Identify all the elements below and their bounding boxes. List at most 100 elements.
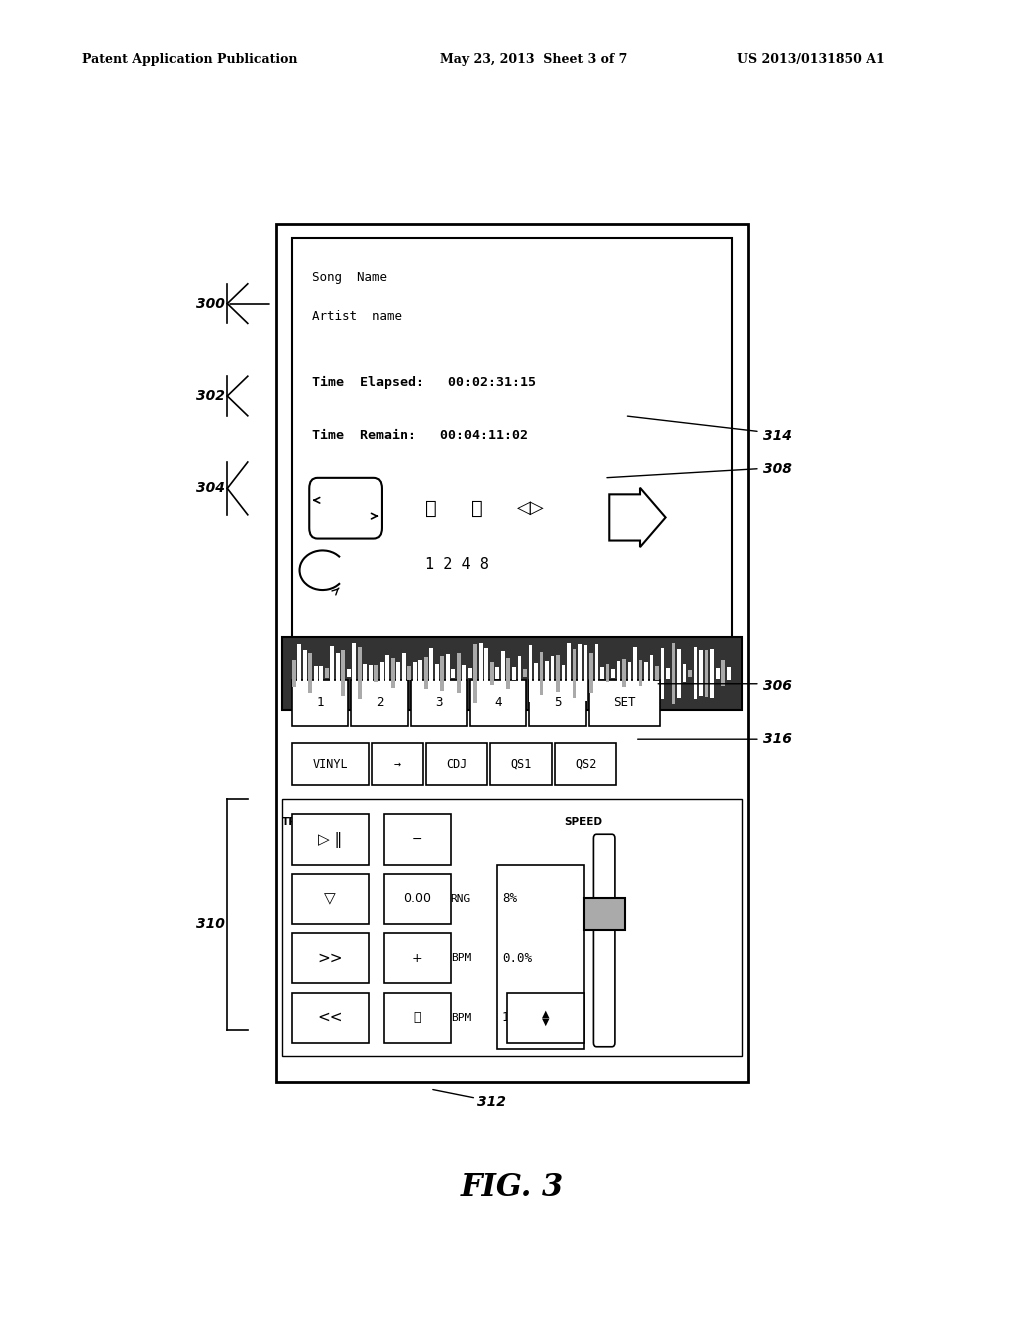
- FancyBboxPatch shape: [594, 834, 615, 1047]
- Text: ⏭: ⏭: [471, 499, 482, 517]
- Text: 4: 4: [495, 697, 502, 709]
- Text: 302: 302: [197, 389, 225, 403]
- Bar: [711, 648, 714, 698]
- Bar: [578, 644, 582, 702]
- Bar: [699, 651, 703, 696]
- Bar: [364, 664, 368, 682]
- FancyBboxPatch shape: [497, 865, 584, 1049]
- FancyBboxPatch shape: [292, 238, 732, 640]
- FancyBboxPatch shape: [589, 680, 660, 726]
- Bar: [567, 643, 571, 704]
- Bar: [667, 668, 670, 678]
- Bar: [352, 643, 356, 704]
- Bar: [391, 657, 395, 689]
- Text: SET: SET: [613, 697, 636, 709]
- Text: ▽: ▽: [325, 891, 336, 907]
- Bar: [639, 660, 642, 686]
- Bar: [623, 659, 626, 688]
- FancyBboxPatch shape: [384, 874, 451, 924]
- Bar: [413, 661, 417, 685]
- FancyBboxPatch shape: [282, 799, 742, 1056]
- FancyBboxPatch shape: [555, 743, 616, 785]
- Bar: [385, 656, 389, 690]
- Bar: [551, 656, 554, 690]
- Bar: [369, 665, 373, 681]
- Bar: [297, 644, 301, 702]
- Bar: [595, 644, 598, 702]
- Text: 314: 314: [763, 429, 792, 442]
- Text: 304: 304: [197, 482, 225, 495]
- Bar: [446, 653, 450, 693]
- Bar: [440, 656, 444, 690]
- Bar: [303, 649, 307, 697]
- Bar: [468, 668, 472, 678]
- Bar: [600, 668, 604, 678]
- Text: QS2: QS2: [575, 758, 596, 771]
- FancyBboxPatch shape: [490, 743, 552, 785]
- Bar: [358, 647, 361, 700]
- Text: BPM: BPM: [451, 953, 471, 964]
- Bar: [545, 661, 549, 685]
- Text: >>: >>: [317, 950, 343, 966]
- Text: 306: 306: [763, 680, 792, 693]
- Bar: [517, 656, 521, 690]
- Bar: [347, 669, 351, 677]
- Bar: [435, 664, 439, 682]
- Text: 310: 310: [197, 917, 225, 931]
- Text: 1 2 4 8: 1 2 4 8: [425, 557, 488, 573]
- FancyBboxPatch shape: [351, 680, 408, 726]
- Bar: [490, 661, 494, 685]
- Bar: [660, 648, 665, 698]
- Bar: [523, 669, 527, 677]
- Text: 312: 312: [477, 1096, 506, 1109]
- Text: 143.1: 143.1: [502, 1011, 540, 1024]
- Bar: [336, 653, 340, 693]
- Text: KEY: KEY: [414, 817, 436, 828]
- Text: SPEED: SPEED: [564, 817, 603, 828]
- Bar: [325, 668, 329, 678]
- Text: RNG: RNG: [451, 894, 471, 904]
- Text: 2: 2: [376, 697, 383, 709]
- Text: Time  Elapsed:   00:02:31:15: Time Elapsed: 00:02:31:15: [312, 376, 537, 389]
- Text: 8%: 8%: [502, 892, 517, 906]
- Bar: [655, 667, 659, 680]
- Bar: [572, 648, 577, 698]
- FancyBboxPatch shape: [282, 638, 742, 710]
- Text: ◁▷: ◁▷: [517, 499, 545, 517]
- Bar: [683, 664, 686, 682]
- Bar: [457, 653, 461, 693]
- Text: VINYL: VINYL: [312, 758, 348, 771]
- Text: 3: 3: [435, 697, 442, 709]
- FancyBboxPatch shape: [292, 874, 369, 924]
- Bar: [429, 648, 433, 698]
- Text: −: −: [412, 833, 423, 846]
- FancyBboxPatch shape: [276, 224, 748, 1082]
- Text: ▲
▼: ▲ ▼: [542, 1008, 549, 1027]
- Text: ▷ ‖: ▷ ‖: [318, 832, 342, 847]
- FancyBboxPatch shape: [584, 898, 625, 929]
- Text: BPM: BPM: [451, 1012, 471, 1023]
- Text: 🔒: 🔒: [414, 1011, 421, 1024]
- Bar: [479, 643, 483, 704]
- Bar: [616, 661, 621, 685]
- Bar: [419, 660, 422, 686]
- Bar: [424, 657, 428, 689]
- FancyBboxPatch shape: [426, 743, 487, 785]
- Bar: [540, 652, 544, 694]
- Bar: [589, 653, 593, 693]
- FancyBboxPatch shape: [384, 993, 451, 1043]
- FancyBboxPatch shape: [529, 680, 586, 726]
- Bar: [380, 661, 384, 685]
- Text: 300: 300: [197, 297, 225, 310]
- Text: QS1: QS1: [511, 758, 531, 771]
- Bar: [561, 665, 565, 681]
- FancyBboxPatch shape: [292, 933, 369, 983]
- Bar: [375, 665, 378, 681]
- Text: 1: 1: [316, 697, 324, 709]
- Bar: [535, 663, 538, 684]
- Bar: [721, 660, 725, 686]
- FancyArrow shape: [609, 488, 666, 546]
- Bar: [556, 655, 560, 692]
- Text: US 2013/0131850 A1: US 2013/0131850 A1: [737, 53, 885, 66]
- Bar: [314, 665, 317, 681]
